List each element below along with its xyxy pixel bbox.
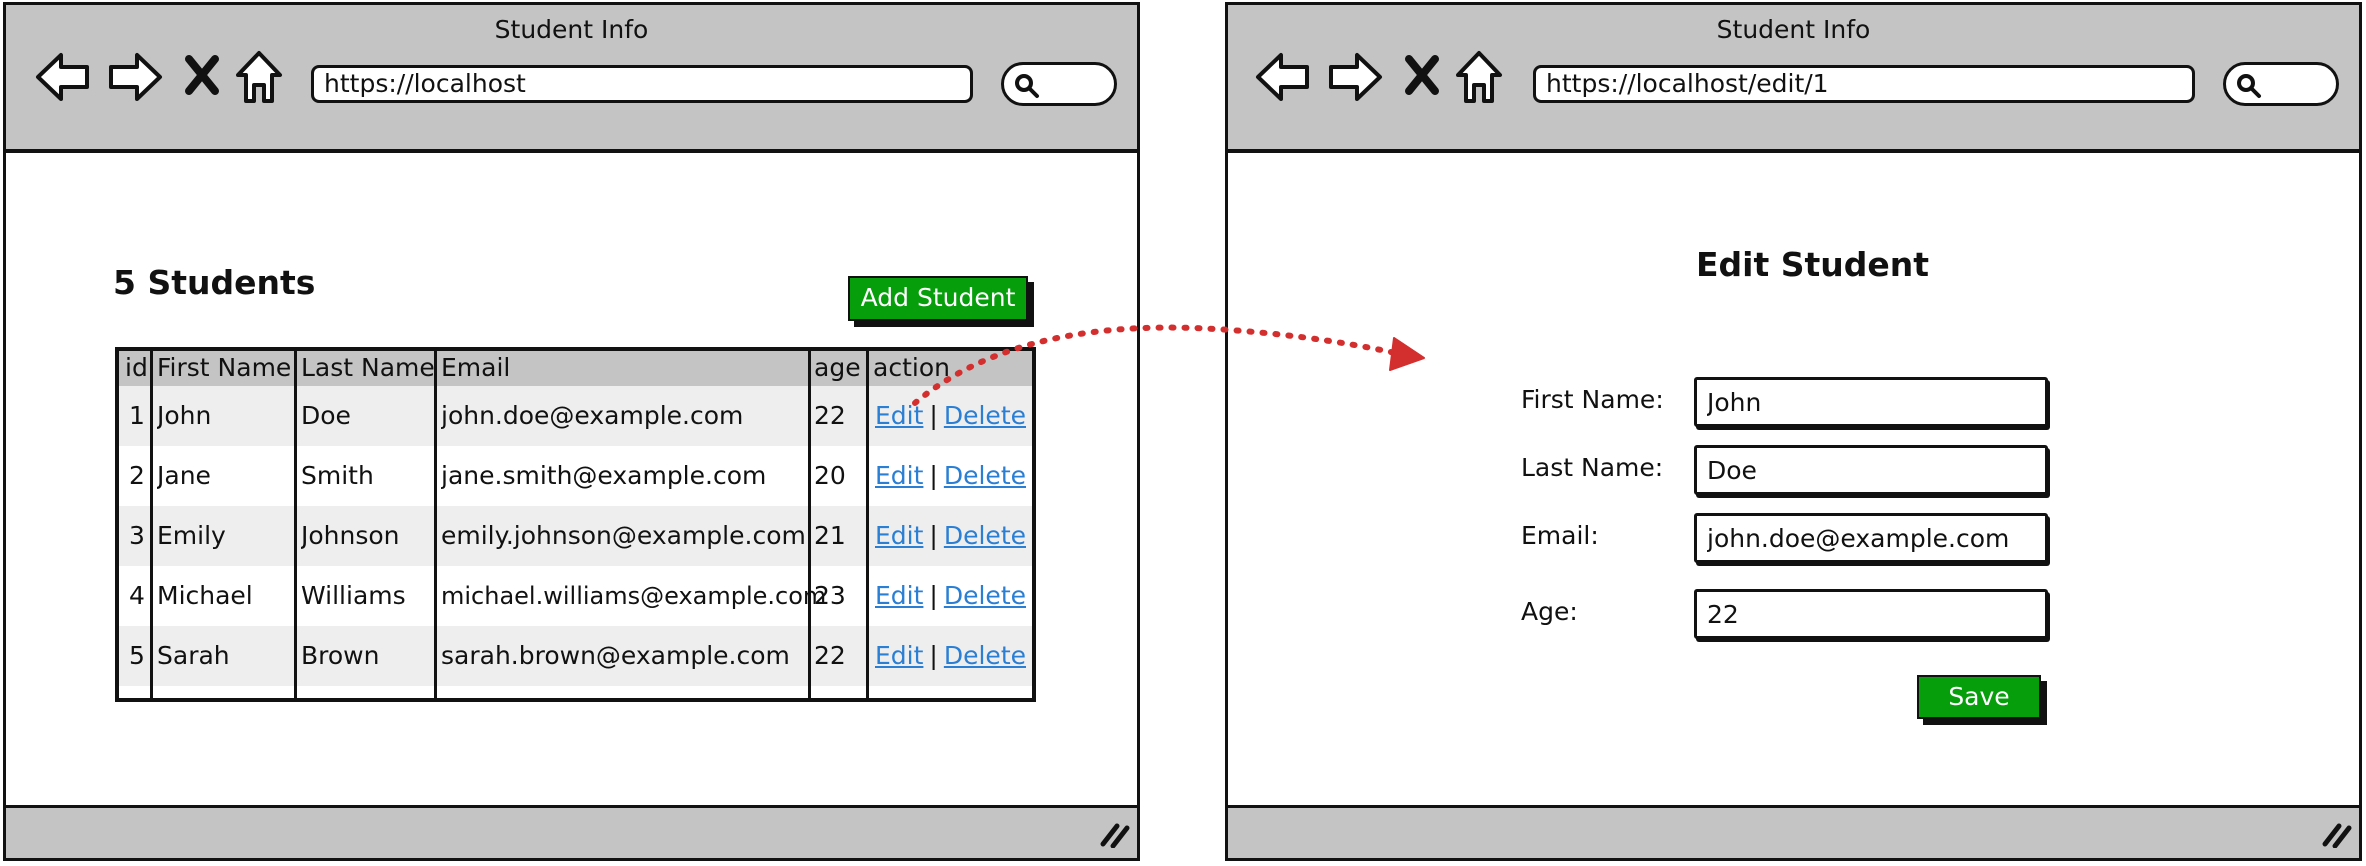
action-separator: | [929,521,938,550]
students-table: id First Name Last Name Email age action… [115,347,1036,702]
column-header-last-name: Last Name [301,353,435,382]
page-title: Edit Student [1695,245,1930,284]
edit-link[interactable]: Edit [875,401,924,430]
cell-age: 22 [814,401,846,430]
cell-last-name: Johnson [301,521,400,550]
cell-age: 22 [814,641,846,670]
cell-last-name: Smith [301,461,374,490]
close-x-icon[interactable] [184,55,220,99]
column-divider [866,351,869,698]
edit-link[interactable]: Edit [875,461,924,490]
cell-first-name: Emily [157,521,226,550]
browser-toolbar: Student Info https://localhost [6,5,1137,153]
browser-toolbar: Student Info https://localhost/edit/1 [1228,5,2359,153]
cell-email: emily.johnson@example.com [441,521,806,550]
table-row: 2 Jane Smith jane.smith@example.com 20 E… [119,446,1032,506]
cell-actions: Edit | Delete [875,446,1026,506]
cell-email: michael.williams@example.com [441,582,827,610]
column-divider [434,351,437,698]
close-x-icon[interactable] [1404,55,1440,99]
delete-link[interactable]: Delete [943,401,1027,430]
cell-actions: Edit | Delete [875,626,1026,686]
edit-link[interactable]: Edit [875,581,924,610]
column-divider [294,351,297,698]
edit-link[interactable]: Edit [875,521,924,550]
status-bar [1228,805,2359,858]
age-field[interactable] [1694,589,2048,639]
cell-id: 4 [129,581,145,610]
first-name-field[interactable] [1694,377,2048,427]
status-bar [6,805,1137,858]
search-box[interactable] [2223,62,2339,106]
add-student-button[interactable]: Add Student [848,276,1028,321]
home-icon[interactable] [234,49,284,109]
cell-actions: Edit | Delete [875,386,1026,446]
delete-link[interactable]: Delete [943,521,1027,550]
email-label: Email: [1521,521,1599,550]
column-header-age: age [814,353,861,382]
column-header-first-name: First Name [157,353,292,382]
delete-link[interactable]: Delete [943,581,1027,610]
last-name-field[interactable] [1694,445,2048,495]
forward-arrow-icon[interactable] [1326,49,1384,111]
table-row: 5 Sarah Brown sarah.brown@example.com 22… [119,626,1032,686]
cell-first-name: Sarah [157,641,230,670]
cell-email: jane.smith@example.com [441,461,767,490]
cell-first-name: John [157,401,212,430]
edit-link[interactable]: Edit [875,641,924,670]
last-name-label: Last Name: [1521,453,1664,482]
delete-link[interactable]: Delete [943,641,1027,670]
window-title: Student Info [494,15,649,44]
column-divider [150,351,153,698]
table-header-row: id First Name Last Name Email age action [119,351,1032,386]
cell-age: 20 [814,461,846,490]
cell-last-name: Brown [301,641,380,670]
save-button[interactable]: Save [1917,675,2041,719]
table-row: 4 Michael Williams michael.williams@exam… [119,566,1032,626]
home-icon[interactable] [1454,49,1504,109]
cell-email: john.doe@example.com [441,401,744,430]
cell-age: 21 [814,521,846,550]
column-divider [808,351,811,698]
cell-id: 1 [129,401,145,430]
table-row: 1 John Doe john.doe@example.com 22 Edit |… [119,386,1032,446]
cell-id: 2 [129,461,145,490]
browser-window-student-list: Student Info https://localhost 5 Student… [3,2,1140,861]
action-separator: | [929,641,938,670]
delete-link[interactable]: Delete [943,461,1027,490]
cell-email: sarah.brown@example.com [441,641,790,670]
resize-grip-icon[interactable] [1097,818,1131,852]
window-title: Student Info [1716,15,1871,44]
cell-actions: Edit | Delete [875,566,1026,626]
search-icon [2237,74,2261,98]
table-row: 3 Emily Johnson emily.johnson@example.co… [119,506,1032,566]
cell-id: 3 [129,521,145,550]
address-bar[interactable]: https://localhost [311,65,973,103]
back-arrow-icon[interactable] [1254,49,1312,111]
column-header-email: Email [441,353,511,382]
column-header-action: action [873,353,950,382]
column-header-id: id [125,353,148,382]
address-bar[interactable]: https://localhost/edit/1 [1533,65,2195,103]
cell-last-name: Doe [301,401,351,430]
back-arrow-icon[interactable] [34,49,92,111]
cell-actions: Edit | Delete [875,506,1026,566]
cell-last-name: Williams [301,581,406,610]
email-field[interactable] [1694,513,2048,563]
action-separator: | [929,461,938,490]
first-name-label: First Name: [1521,385,1664,414]
cell-first-name: Jane [157,461,211,490]
page-title: 5 Students [113,263,316,302]
search-icon [1015,74,1039,98]
age-label: Age: [1521,597,1578,626]
action-separator: | [929,401,938,430]
action-separator: | [929,581,938,610]
search-box[interactable] [1001,62,1117,106]
cell-first-name: Michael [157,581,253,610]
cell-age: 23 [814,581,846,610]
forward-arrow-icon[interactable] [106,49,164,111]
cell-id: 5 [129,641,145,670]
resize-grip-icon[interactable] [2319,818,2353,852]
browser-window-edit-student: Student Info https://localhost/edit/1 Ed… [1225,2,2362,861]
